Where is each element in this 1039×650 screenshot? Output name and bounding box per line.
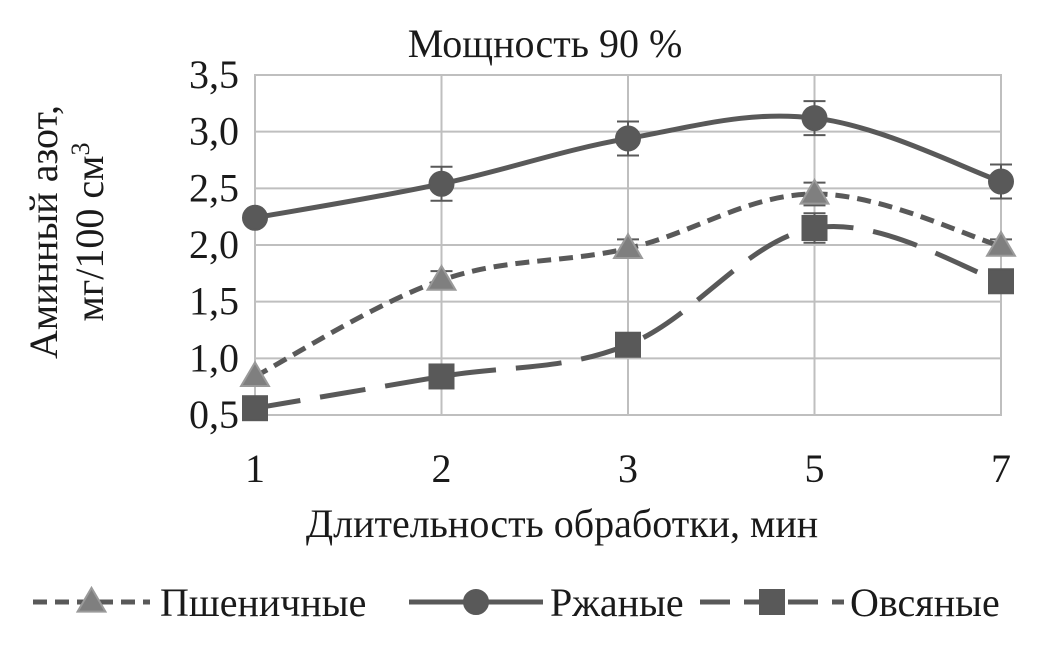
y-tick-label: 1,5 [189, 279, 239, 324]
data-point [798, 177, 831, 205]
data-point [612, 232, 644, 259]
legend-item-1: Ржаные [409, 580, 684, 625]
data-point [801, 105, 828, 132]
y-axis-unit-exponent: 3 [66, 143, 95, 156]
series-0 [239, 177, 1017, 388]
legend-marker [759, 589, 785, 615]
chart-title: Мощность 90 % [408, 21, 683, 66]
legend-item-0: Пшеничные [33, 580, 366, 625]
x-tick-label: 7 [991, 446, 1011, 491]
data-point [985, 230, 1017, 257]
legend-label: Пшеничные [160, 580, 366, 625]
legend-label: Овсяные [850, 580, 1000, 625]
legend: Пшеничные Ржаные Овсяные [33, 580, 1000, 625]
series-line [254, 224, 1002, 411]
data-point [615, 125, 641, 152]
y-tick-label: 3,5 [189, 52, 239, 97]
data-point [242, 204, 268, 231]
series-2 [242, 212, 1014, 422]
x-axis-ticks: 1 2 3 5 7 [245, 446, 1011, 491]
legend-marker [75, 585, 108, 613]
data-point [988, 168, 1014, 195]
data-point [239, 360, 271, 388]
legend-label: Ржаные [550, 580, 684, 625]
y-tick-label: 2,0 [189, 222, 239, 267]
series-1 [242, 100, 1014, 231]
y-axis-title-line1: Аминный азот, [21, 105, 66, 359]
x-tick-label: 5 [805, 446, 825, 491]
x-axis-title: Длительность обработки, мин [306, 501, 818, 546]
x-tick-label: 3 [618, 446, 638, 491]
y-axis-ticks: 0,5 1,0 1,5 2,0 2,5 3,0 3,5 [189, 52, 239, 437]
legend-item-2: Овсяные [700, 580, 1000, 625]
y-tick-label: 2,5 [189, 165, 239, 210]
y-tick-label: 3,0 [189, 109, 239, 154]
y-axis-unit: мг/100 см [67, 156, 112, 322]
data-point [988, 268, 1014, 295]
data-point [242, 395, 268, 422]
data-point [428, 363, 455, 390]
y-tick-label: 0,5 [189, 392, 239, 437]
data-point [425, 264, 458, 291]
data-point [801, 215, 828, 241]
x-tick-label: 2 [432, 446, 452, 491]
data-point [615, 331, 641, 358]
y-axis-title-line2: мг/100 см3 [66, 143, 112, 322]
series-group [239, 100, 1017, 422]
legend-marker [463, 589, 489, 615]
data-point [428, 170, 455, 197]
x-tick-label: 1 [245, 446, 265, 491]
y-axis-title: Аминный азот, мг/100 см3 [21, 105, 112, 359]
y-tick-label: 1,0 [189, 335, 239, 380]
